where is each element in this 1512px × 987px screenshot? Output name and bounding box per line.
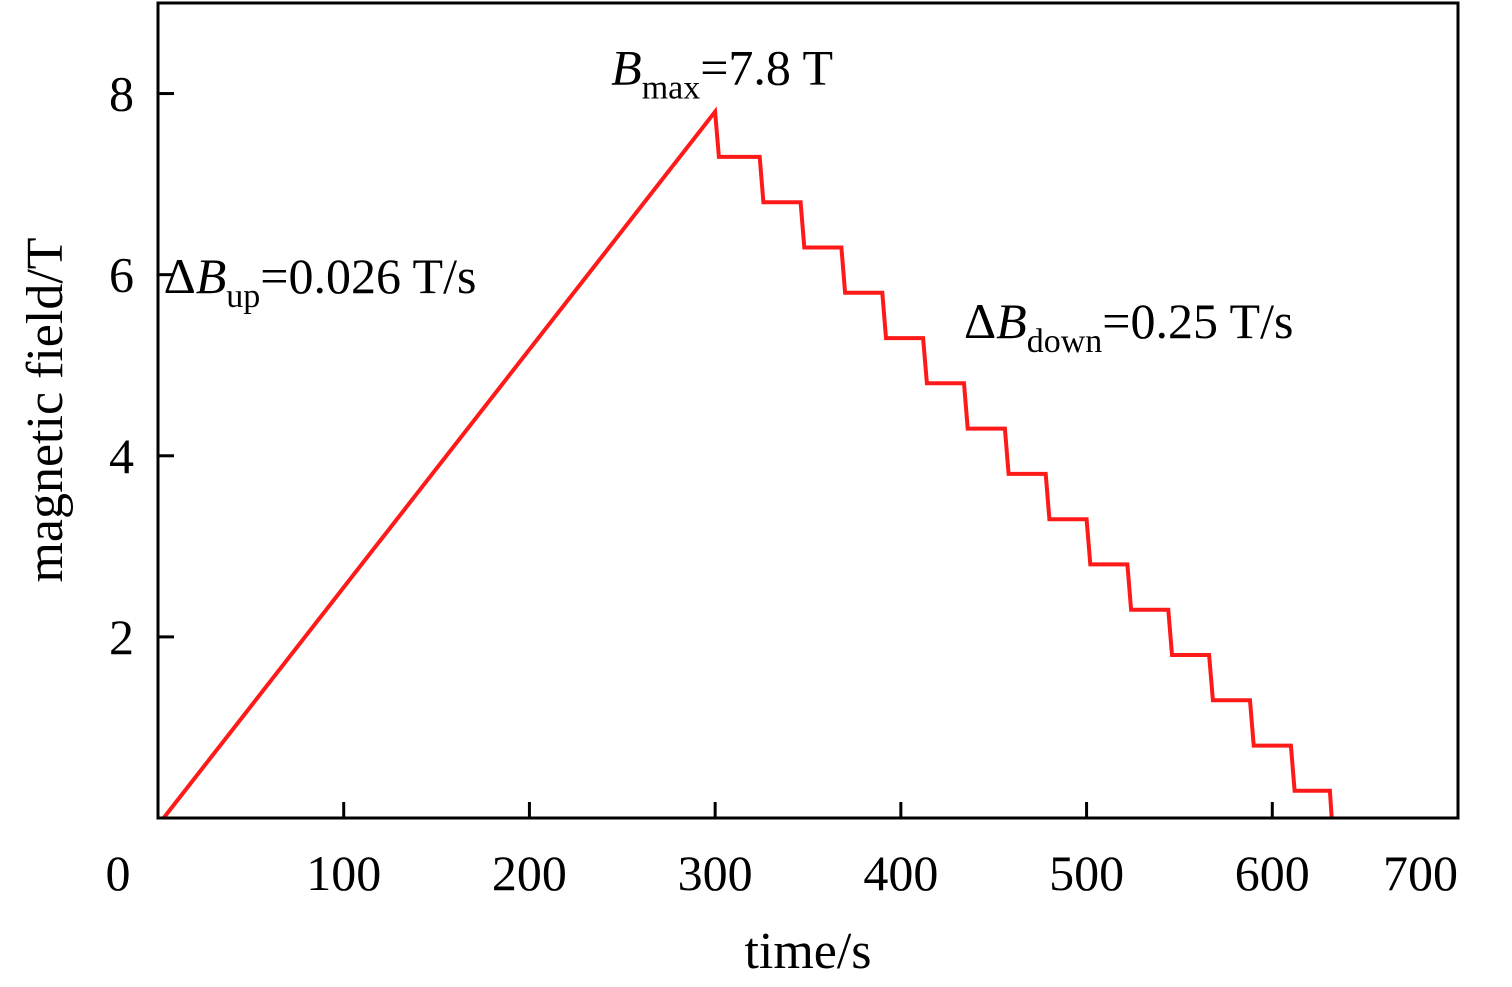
ticks-layer	[158, 92, 1274, 818]
x-tick-label: 200	[492, 845, 567, 901]
annotation-down-value: =0.25 T/s	[1102, 293, 1293, 349]
labels-layer: 0 100 200 300 400 500 600 700 2 4 6 8	[106, 66, 1459, 901]
y-tick-label: 8	[109, 66, 134, 122]
annotation-down-symbol: B	[996, 293, 1027, 349]
series-line-0	[162, 106, 1334, 820]
annotation-down-prefix: Δ	[964, 293, 996, 349]
x-tick-label: 600	[1235, 845, 1310, 901]
annotation-up-subscript: up	[226, 278, 260, 315]
series-layer	[162, 106, 1334, 820]
y-tick-label: 6	[109, 247, 134, 303]
annotation-max-subscript: max	[642, 70, 701, 107]
y-axis-title: magnetic field/T	[17, 237, 74, 582]
annotation-down: ΔBdown=0.25 T/s	[964, 293, 1293, 360]
annotation-max: Bmax=7.8 T	[611, 40, 833, 107]
annotation-up-symbol: B	[196, 248, 227, 304]
y-tick-label: 4	[109, 428, 134, 484]
annotation-max-symbol: B	[611, 40, 642, 96]
x-tick-label: 0	[106, 845, 131, 901]
annotation-up: ΔBup=0.026 T/s	[164, 248, 477, 315]
x-tick-label: 300	[678, 845, 753, 901]
plot-frame	[156, 1, 1460, 820]
x-tick-label: 500	[1049, 845, 1124, 901]
annotation-up-value: =0.026 T/s	[260, 248, 476, 304]
x-tick-label: 100	[306, 845, 381, 901]
annotation-up-prefix: Δ	[164, 248, 196, 304]
x-tick-label: 700	[1383, 845, 1458, 901]
annotation-down-subscript: down	[1027, 323, 1103, 360]
x-tick-label: 400	[863, 845, 938, 901]
x-axis-title: time/s	[744, 923, 871, 980]
annotation-max-value: =7.8 T	[700, 40, 833, 96]
y-tick-label: 2	[109, 609, 134, 665]
